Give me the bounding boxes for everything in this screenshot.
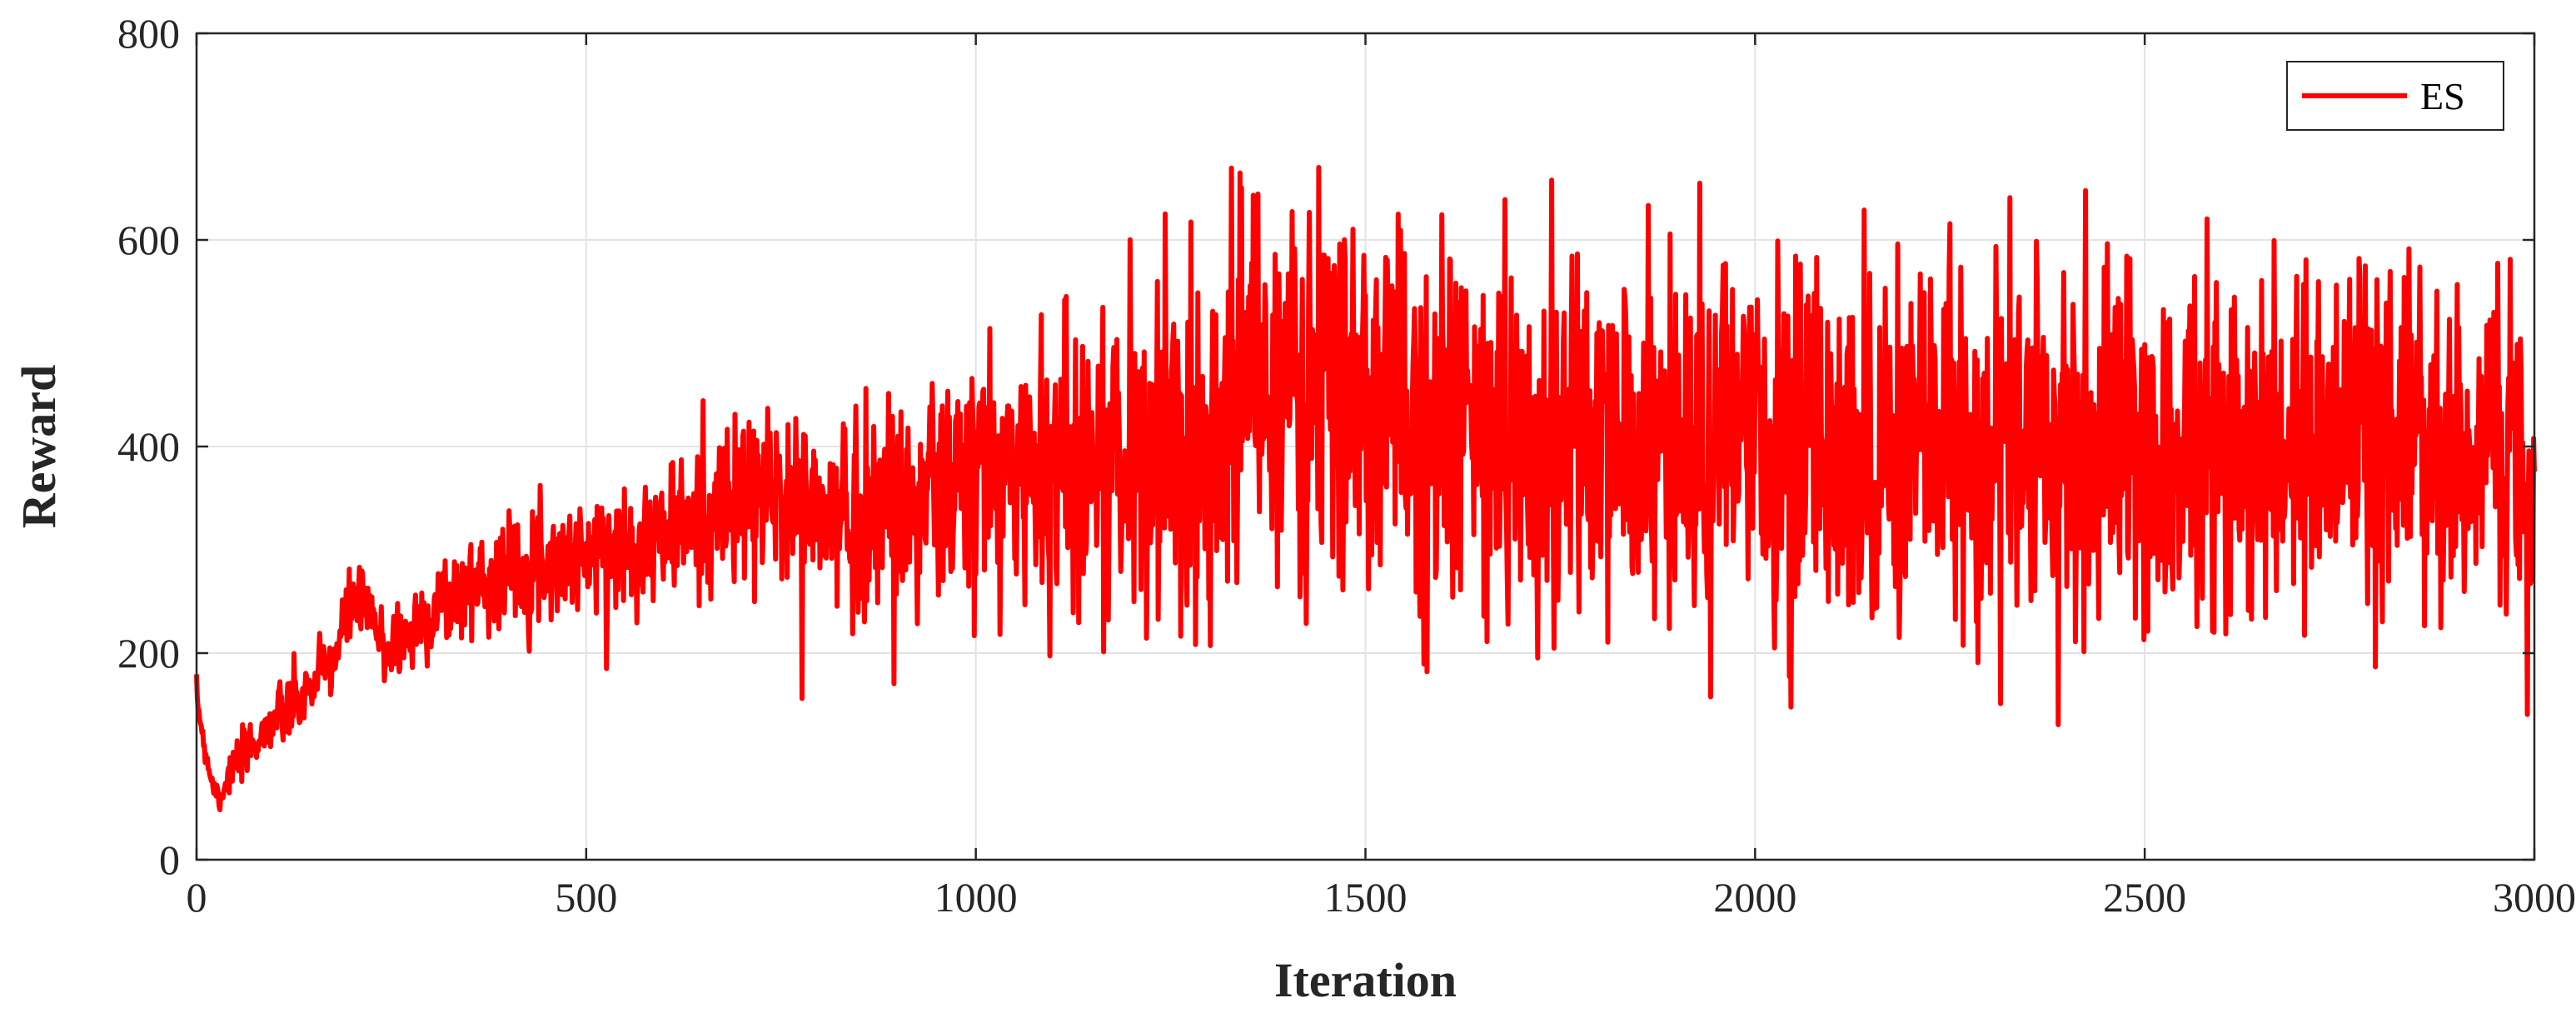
x-tick-label-2: 1000 [934, 874, 1018, 921]
y-axis-label: Reward [12, 365, 66, 529]
y-tick-label-4: 800 [117, 10, 180, 57]
x-ticks: 0 500 1000 1500 2000 2500 3000 [187, 33, 2576, 921]
legend: ES [2286, 61, 2504, 131]
y-tick-label-0: 0 [159, 836, 180, 883]
y-tick-label-1: 200 [117, 630, 180, 676]
x-tick-label-5: 2500 [2103, 874, 2186, 921]
x-tick-label-0: 0 [187, 874, 207, 921]
series-line-es [194, 165, 2537, 812]
x-axis-label: Iteration [1274, 953, 1457, 1007]
y-tick-label-3: 600 [117, 217, 180, 263]
legend-label-es: ES [2420, 75, 2465, 117]
y-tick-label-2: 400 [117, 423, 180, 470]
series-layer [194, 165, 2537, 812]
y-ticks: 0 200 400 600 800 [117, 10, 2534, 883]
x-tick-label-6: 3000 [2493, 874, 2576, 921]
x-tick-label-4: 2000 [1713, 874, 1796, 921]
x-tick-label-3: 1500 [1324, 874, 1408, 921]
x-tick-label-1: 500 [555, 874, 617, 921]
